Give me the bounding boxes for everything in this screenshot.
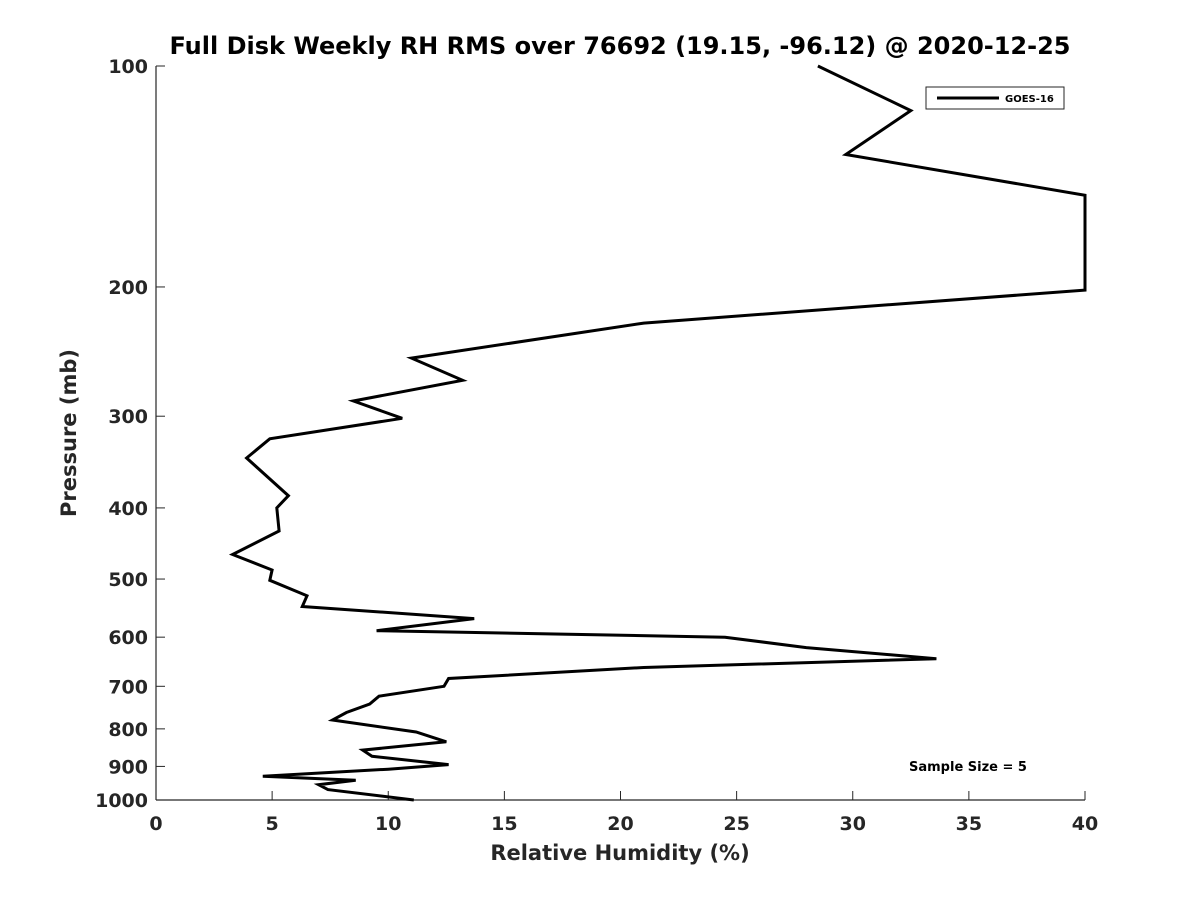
x-tick-label: 15 [491,813,517,835]
chart-title: Full Disk Weekly RH RMS over 76692 (19.1… [169,32,1070,60]
x-tick-label: 0 [149,813,162,835]
y-ticks: 100 200 300 400 500 600 700 800 900 1000 [95,56,165,812]
x-tick-label: 30 [840,813,866,835]
y-tick-label: 400 [108,498,148,520]
plot-area [228,64,1087,802]
y-tick-label: 900 [108,756,148,778]
series-line-goes-16 [228,64,1087,802]
y-tick-label: 600 [108,627,148,649]
x-tick-label: 20 [607,813,633,835]
x-axis-label: Relative Humidity (%) [490,841,749,865]
y-tick-label: 1000 [95,790,148,812]
legend-label: GOES-16 [1005,94,1054,105]
y-axis-label: Pressure (mb) [57,349,81,517]
y-tick-label: 700 [108,676,148,698]
x-tick-label: 5 [266,813,279,835]
y-tick-label: 300 [108,406,148,428]
y-tick-label: 500 [108,569,148,591]
x-tick-label: 10 [375,813,401,835]
x-tick-label: 35 [956,813,982,835]
y-tick-label: 800 [108,719,148,741]
x-tick-label: 25 [723,813,749,835]
sample-size-annotation: Sample Size = 5 [909,760,1027,775]
y-tick-label: 100 [108,56,148,78]
x-tick-label: 40 [1072,813,1098,835]
x-ticks: 0 5 10 15 20 25 30 35 40 [149,791,1098,835]
y-tick-label: 200 [108,277,148,299]
legend: GOES-16 [925,86,1065,110]
